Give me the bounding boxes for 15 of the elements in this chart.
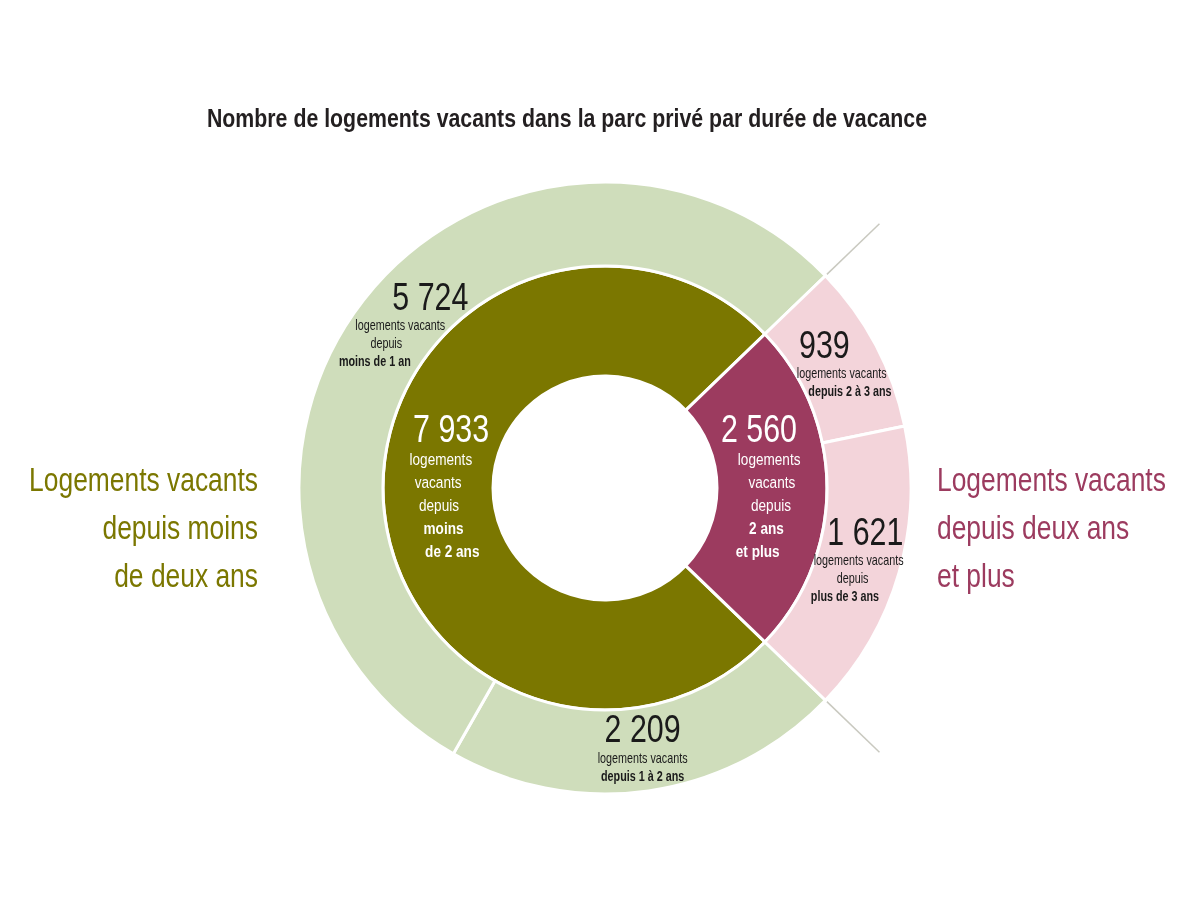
text: Logements vacants depuis moins de deux ans: [29, 461, 258, 594]
slice-label: logements vacants depuis 1 à 2 ans: [597, 750, 688, 784]
slice-label: logements vacants depuis moins de 2 ans: [409, 449, 480, 561]
slice-label: logements vacants depuis moins de 1 an: [338, 317, 446, 370]
data-label: 5 724: [392, 275, 469, 318]
data-label: 939: [799, 323, 850, 366]
data-label: 1 621: [827, 511, 904, 554]
slice-label: logements vacants depuis plus de 3 ans: [810, 553, 904, 605]
slice-label: logements vacants depuis 2 ans et plus: [735, 449, 801, 561]
data-label: 2 560: [720, 407, 797, 450]
text: Logements vacants depuis deux ans et plus: [937, 461, 1166, 594]
data-label: 2 209: [604, 708, 681, 751]
data-label: 7 933: [413, 407, 490, 450]
chart-title: Nombre de logements vacants dans la parc privé par durée de vacance: [206, 102, 928, 133]
slice-label: logements vacants depuis 2 à 3 ans: [796, 365, 892, 400]
